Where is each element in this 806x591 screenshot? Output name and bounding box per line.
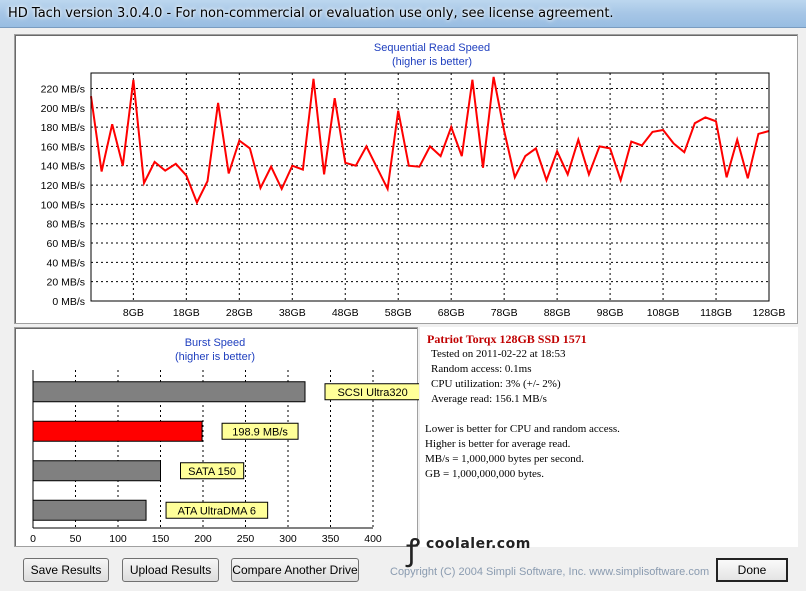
upload-results-button[interactable]: Upload Results (122, 558, 219, 582)
burst-x-tick-label: 150 (152, 533, 170, 545)
watermark-text: coolaler.com (426, 536, 531, 552)
burst-x-tick-label: 350 (322, 533, 340, 545)
seq-x-tick-label: 108GB (647, 307, 680, 319)
burst-speed-chart: Burst Speed (higher is better) 0 50 100 150 20… (30, 337, 421, 545)
seq-y-tick-label: 140 MB/s (41, 161, 85, 173)
sequential-read-panel: Sequential Read Speed (higher is better) 0… (14, 34, 798, 324)
burst-x-tick-label: 250 (237, 533, 255, 545)
burst-chart-subtitle: (higher is better) (175, 351, 255, 363)
seq-read-series-line (90, 76, 770, 205)
seq-y-tick-label: 40 MB/s (46, 257, 85, 269)
seq-x-tick-label: 68GB (438, 307, 465, 319)
note-higher-better: Higher is better for average read. (425, 438, 571, 450)
seq-chart-title: Sequential Read Speed (374, 42, 490, 54)
seq-x-tick-label: 88GB (544, 307, 571, 319)
seq-y-tick-label: 180 MB/s (41, 122, 85, 134)
note-gb-definition: GB = 1,000,000,000 bytes. (425, 468, 544, 480)
note-lower-better: Lower is better for CPU and random acces… (425, 423, 620, 435)
window-title: HD Tach version 3.0.4.0 - For non-commer… (8, 6, 614, 21)
seq-x-tick-label: 98GB (597, 307, 624, 319)
done-label: Done (737, 563, 767, 577)
burst-x-tick-label: 400 (364, 533, 382, 545)
drive-info-panel: Patriot Torqx 128GB SSD 1571 Tested on 2… (420, 327, 798, 547)
burst-x-tick-label: 0 (30, 533, 36, 545)
seq-y-tick-label: 60 MB/s (46, 238, 85, 250)
seq-x-tick-label: 78GB (491, 307, 518, 319)
save-results-button[interactable]: Save Results (23, 558, 109, 582)
seq-plot-border (90, 72, 770, 302)
cpu-utilization: CPU utilization: 3% (+/- 2%) (431, 378, 561, 390)
save-results-label: Save Results (30, 563, 102, 577)
main-client-area: Sequential Read Speed (higher is better) 0… (4, 28, 802, 587)
seq-x-tick-label: 48GB (332, 307, 359, 319)
burst-chart-title: Burst Speed (185, 337, 246, 349)
compare-another-drive-button[interactable]: Compare Another Drive (231, 558, 359, 582)
burst-label-box (180, 462, 245, 480)
seq-x-tick-label: 8GB (123, 307, 144, 319)
seq-y-tick-label: 100 MB/s (41, 199, 85, 211)
burst-label-box (221, 422, 299, 440)
burst-bar-label: 198.9 MB/s (232, 426, 288, 438)
seq-x-tick-label: 128GB (753, 307, 786, 319)
seq-plot-area (90, 72, 770, 302)
drive-name: Patriot Torqx 128GB SSD 1571 (427, 332, 587, 346)
seq-y-tick-label: 220 MB/s (41, 83, 85, 95)
done-button[interactable]: Done (716, 558, 788, 582)
seq-y-tick-label: 20 MB/s (46, 277, 85, 289)
burst-x-tick-label: 100 (109, 533, 127, 545)
burst-label-box (165, 501, 269, 519)
tested-on: Tested on 2011-02-22 at 18:53 (431, 348, 566, 360)
burst-x-tick-label: 200 (194, 533, 212, 545)
compare-another-drive-label: Compare Another Drive (232, 563, 358, 577)
seq-x-tick-label: 118GB (700, 307, 732, 319)
burst-speed-panel: Burst Speed (higher is better) 0 50 100 150 20… (14, 327, 421, 547)
seq-y-tick-label: 200 MB/s (41, 103, 85, 115)
burst-bar (32, 499, 147, 521)
burst-bar (32, 420, 203, 442)
seq-y-tick-label: 160 MB/s (41, 141, 85, 153)
copyright-text: Copyright (C) 2004 Simpli Software, Inc.… (390, 566, 710, 578)
seq-x-tick-label: 58GB (385, 307, 412, 319)
seq-x-tick-label: 38GB (279, 307, 306, 319)
burst-bar-label: SCSI Ultra320 (337, 387, 407, 399)
sequential-read-chart: Sequential Read Speed (higher is better) 0… (41, 42, 786, 319)
upload-results-label: Upload Results (129, 563, 212, 577)
seq-y-tick-label: 80 MB/s (46, 219, 85, 231)
seq-y-tick-label: 0 MB/s (52, 296, 85, 308)
seq-x-tick-label: 28GB (226, 307, 253, 319)
title-bar: HD Tach version 3.0.4.0 - For non-commer… (0, 0, 806, 28)
burst-bar-label: SATA 150 (188, 466, 236, 478)
burst-bar-label: ATA UltraDMA 6 (178, 505, 256, 517)
watermark-glyph-icon: ꝭ (406, 533, 421, 568)
random-access: Random access: 0.1ms (431, 363, 532, 375)
burst-x-tick-label: 50 (70, 533, 82, 545)
watermark-logo: ꝭ coolaler.com (404, 528, 564, 580)
average-read: Average read: 156.1 MB/s (431, 393, 547, 405)
seq-y-tick-label: 120 MB/s (41, 180, 85, 192)
burst-bar (32, 460, 161, 482)
seq-x-tick-label: 18GB (173, 307, 200, 319)
burst-bar (32, 381, 306, 403)
seq-chart-subtitle: (higher is better) (392, 56, 472, 68)
note-mbs-definition: MB/s = 1,000,000 bytes per second. (425, 453, 584, 465)
burst-x-tick-label: 300 (279, 533, 297, 545)
